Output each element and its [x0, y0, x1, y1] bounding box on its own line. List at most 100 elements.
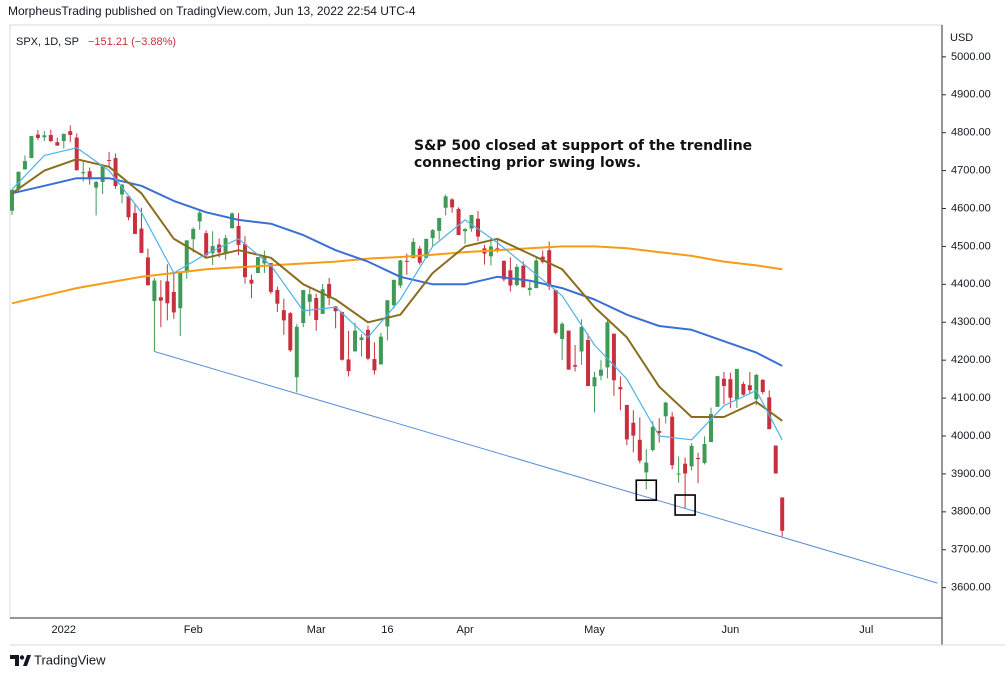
candle-body	[48, 134, 53, 142]
candle-body	[702, 443, 707, 463]
y-tick-label: 4100.00	[951, 392, 991, 404]
candle-body	[178, 272, 183, 309]
candle-body	[107, 159, 112, 161]
candle-body	[197, 212, 202, 222]
brand: TradingView	[34, 652, 106, 667]
candle-body	[120, 184, 125, 195]
x-tick-label: Feb	[184, 624, 203, 636]
candle-body	[398, 260, 403, 286]
x-tick-label: Jul	[859, 624, 873, 636]
candle-body	[340, 312, 345, 360]
candle-body	[411, 241, 416, 259]
candle-body	[353, 330, 358, 352]
candle-body	[430, 230, 435, 239]
candle-body	[223, 238, 228, 255]
candle-body	[689, 445, 694, 467]
candle-body	[586, 340, 591, 386]
candle-body	[527, 287, 532, 291]
candle-body	[294, 326, 299, 378]
x-tick-label: Apr	[456, 624, 473, 636]
candle-body	[236, 225, 241, 245]
moving-average	[11, 245, 783, 305]
candle-body	[307, 294, 312, 302]
candle-body	[249, 279, 254, 284]
candle-body	[631, 422, 636, 436]
candle-body	[346, 359, 351, 372]
candle-body	[126, 196, 131, 218]
y-tick-label: 3600.00	[951, 582, 991, 594]
header: MorpheusTrading published on TradingView…	[8, 4, 416, 18]
candle-body	[683, 463, 688, 474]
candle-body	[191, 228, 196, 240]
candle-body	[61, 133, 66, 142]
candle-body	[780, 497, 785, 531]
candle-body	[657, 431, 662, 433]
candle-body	[359, 337, 364, 341]
candle-body	[16, 171, 21, 190]
candle-body	[372, 359, 377, 371]
candle-body	[514, 266, 519, 286]
candle-body	[598, 369, 603, 376]
candle-body	[741, 384, 746, 395]
candle-body	[670, 416, 675, 466]
candle-body	[456, 208, 461, 236]
candle-body	[152, 280, 157, 302]
candle-body	[424, 238, 429, 258]
candle-body	[624, 404, 629, 440]
candle-body	[81, 172, 86, 174]
candle-body	[100, 165, 105, 182]
y-tick-label: 3700.00	[951, 544, 991, 556]
x-tick-label: Jun	[722, 624, 740, 636]
candle-body	[10, 189, 14, 211]
candle-body	[378, 336, 383, 365]
candle-body	[391, 279, 396, 306]
y-tick-label: 4600.00	[951, 202, 991, 214]
candle-body	[709, 414, 713, 443]
x-tick-label: Mar	[307, 624, 326, 636]
candle-body	[22, 161, 27, 170]
candle-body	[365, 329, 370, 359]
candle-body	[320, 289, 325, 314]
candle-body	[618, 387, 623, 390]
candle-body	[553, 290, 558, 333]
candle-body	[547, 250, 552, 287]
y-tick-label: 4400.00	[951, 278, 991, 290]
candle-body	[94, 181, 99, 188]
moving-average	[11, 147, 783, 441]
candle-body	[469, 214, 474, 229]
candle-body	[734, 368, 739, 400]
candle-body	[385, 300, 390, 327]
candle-body	[184, 240, 189, 273]
marker-box	[635, 479, 658, 502]
change: −151.21 (−3.88%)	[88, 36, 176, 48]
y-tick-label: 4300.00	[951, 316, 991, 328]
candle-body	[760, 379, 765, 393]
candle-body	[501, 260, 506, 280]
candle-body	[579, 326, 584, 352]
candle-body	[637, 439, 642, 461]
candle-body	[404, 260, 409, 262]
x-tick-label: 16	[381, 624, 393, 636]
candle-body	[721, 378, 726, 386]
candle-body	[767, 397, 772, 430]
candle-body	[230, 213, 235, 229]
y-tick-label: 4200.00	[951, 354, 991, 366]
moving-average	[11, 158, 783, 422]
candle-body	[592, 377, 597, 387]
candle-body	[255, 257, 260, 273]
annotation-line: connecting prior swing lows.	[414, 155, 641, 171]
x-tick-label: May	[584, 624, 605, 636]
candle-body	[450, 199, 455, 208]
marker-box	[674, 494, 696, 516]
candle-body	[728, 379, 733, 398]
y-tick-label: 4800.00	[951, 127, 991, 139]
candle-body	[165, 281, 170, 304]
x-tick-label: 2022	[52, 624, 76, 636]
candle-body	[132, 213, 137, 234]
candle-body	[560, 323, 565, 339]
candle-body	[275, 290, 280, 304]
candle-body	[463, 228, 468, 232]
y-tick-label: 3800.00	[951, 506, 991, 518]
